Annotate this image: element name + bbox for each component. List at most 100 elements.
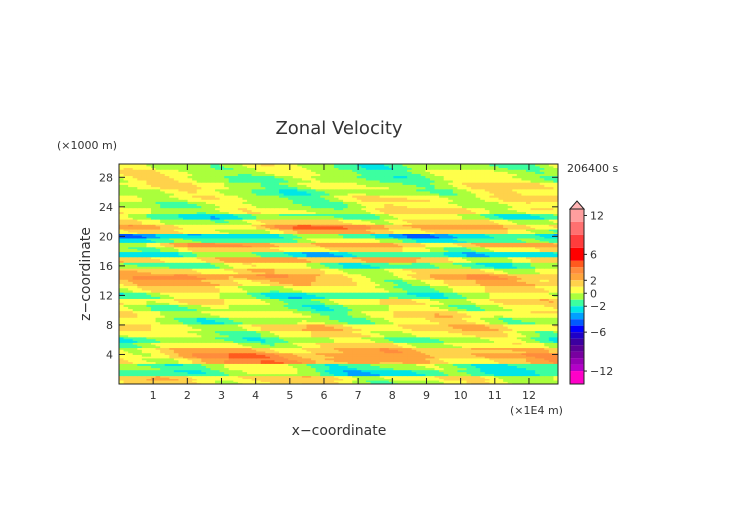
heatmap-cell [535,302,541,305]
heatmap-cell [416,367,422,371]
heatmap-cell [201,367,207,371]
heatmap-cell [329,323,335,327]
heatmap-cell [461,334,468,338]
heatmap-cell [361,369,367,373]
heatmap-cell [457,361,463,364]
heatmap-cell [132,302,138,305]
heatmap-cell [402,344,408,347]
heatmap-cell [329,306,335,310]
heatmap-cell [233,367,239,371]
heatmap-cell [288,349,294,352]
heatmap-cell [183,379,189,382]
heatmap-cell [539,306,545,310]
heatmap-cell [201,308,207,312]
heatmap-cell [512,350,518,354]
heatmap-cell [169,294,175,297]
heatmap-cell [151,344,157,347]
heatmap-cell [256,321,262,325]
heatmap-cell [301,367,308,371]
heatmap-cell [215,357,221,361]
heatmap-cell [151,352,157,355]
heatmap-cell [393,334,399,338]
heatmap-cell [402,289,408,293]
heatmap-cell [420,352,426,355]
heatmap-cell [329,283,335,287]
heatmap-cell [324,321,330,325]
heatmap-cell [429,338,436,342]
heatmap-cell [146,323,152,327]
heatmap-cell [329,356,335,359]
heatmap-cell [137,326,143,329]
heatmap-cell [265,310,271,314]
heatmap-cell [237,350,244,354]
heatmap-cell [269,350,276,354]
heatmap-cell [297,294,303,297]
heatmap-cell [178,308,184,312]
heatmap-cell [247,345,253,349]
heatmap-cell [173,319,180,323]
heatmap-cell [219,304,225,307]
heatmap-cell [338,300,344,303]
heatmap-cell [489,344,495,347]
heatmap-cell [343,378,349,381]
heatmap-cell [169,357,175,361]
heatmap-cell [343,363,349,367]
heatmap-cell [288,342,294,345]
heatmap-cell [251,310,257,314]
heatmap-cell [260,308,266,312]
heatmap-cell [123,361,129,364]
heatmap-cell [411,287,417,291]
heatmap-cell [164,321,170,325]
heatmap-cell [425,287,431,291]
heatmap-cell [201,310,207,314]
heatmap-cell [288,336,294,340]
heatmap-cell [283,319,289,323]
heatmap-cell [512,310,518,314]
heatmap-cell [329,310,335,314]
heatmap-cell [347,367,353,371]
heatmap-cell [306,300,312,303]
heatmap-cell [324,356,330,359]
heatmap-cell [388,332,394,336]
heatmap-cell [539,304,545,307]
heatmap-cell [425,367,431,371]
heatmap-cell [425,379,431,382]
heatmap-cell [192,376,198,380]
heatmap-cell [356,376,362,380]
heatmap-cell [237,361,244,364]
heatmap-cell [411,326,417,329]
heatmap-cell [306,382,312,384]
heatmap-cell [434,292,440,295]
heatmap-cell [233,352,239,355]
heatmap-cell [411,338,417,342]
heatmap-cell [498,328,504,332]
heatmap-cell [205,289,212,293]
heatmap-cell [192,345,198,349]
heatmap-cell [132,371,138,375]
heatmap-cell [484,342,490,345]
heatmap-cell [228,302,234,305]
heatmap-cell [411,314,417,318]
heatmap-cell [493,306,500,310]
heatmap-cell [164,381,170,384]
heatmap-cell [512,317,518,320]
heatmap-cell [301,330,308,334]
heatmap-cell [439,332,445,336]
heatmap-cell [251,375,257,378]
heatmap-cell [544,375,550,378]
heatmap-cell [443,328,449,332]
heatmap-cell [228,356,234,359]
heatmap-cell [151,312,157,316]
heatmap-cell [274,287,280,291]
heatmap-cell [224,302,230,305]
heatmap-cell [416,349,422,352]
heatmap-cell [493,326,500,329]
heatmap-cell [256,298,262,301]
heatmap-cell [306,321,312,325]
heatmap-cell [251,359,257,363]
heatmap-cell [306,294,312,297]
heatmap-cell [338,359,344,363]
heatmap-cell [311,365,317,369]
heatmap-cell [251,365,257,369]
heatmap-cell [288,345,294,349]
